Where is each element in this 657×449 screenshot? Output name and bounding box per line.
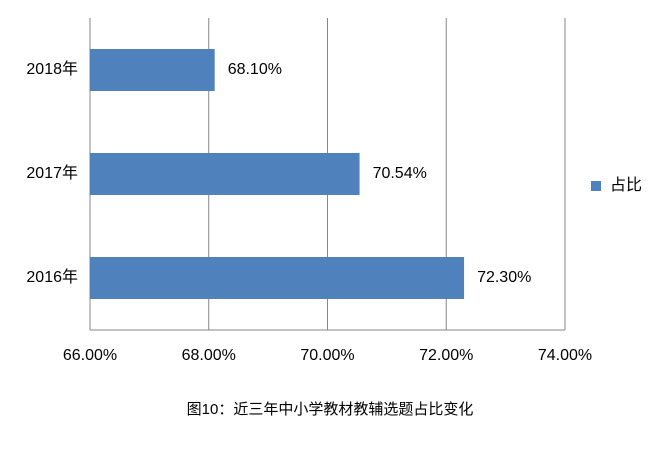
y-tick-label: 2017年 — [26, 164, 78, 182]
y-tick-label: 2018年 — [26, 60, 78, 78]
x-tick-label: 68.00% — [182, 347, 236, 364]
bar — [90, 257, 465, 299]
data-label: 68.10% — [228, 61, 282, 78]
x-tick-label: 72.00% — [419, 347, 473, 364]
data-label: 70.54% — [373, 165, 427, 182]
x-tick-label: 74.00% — [538, 347, 592, 364]
bar — [90, 49, 215, 91]
bar — [90, 153, 360, 195]
data-label: 72.30% — [477, 269, 531, 286]
x-tick-label: 66.00% — [63, 347, 117, 364]
legend-label: 占比 — [610, 176, 642, 194]
chart-caption: 图10：近三年中小学教材教辅选题占比变化 — [187, 401, 474, 418]
y-tick-label: 2016年 — [26, 268, 78, 286]
x-tick-label: 70.00% — [300, 347, 354, 364]
legend-swatch — [591, 181, 601, 191]
